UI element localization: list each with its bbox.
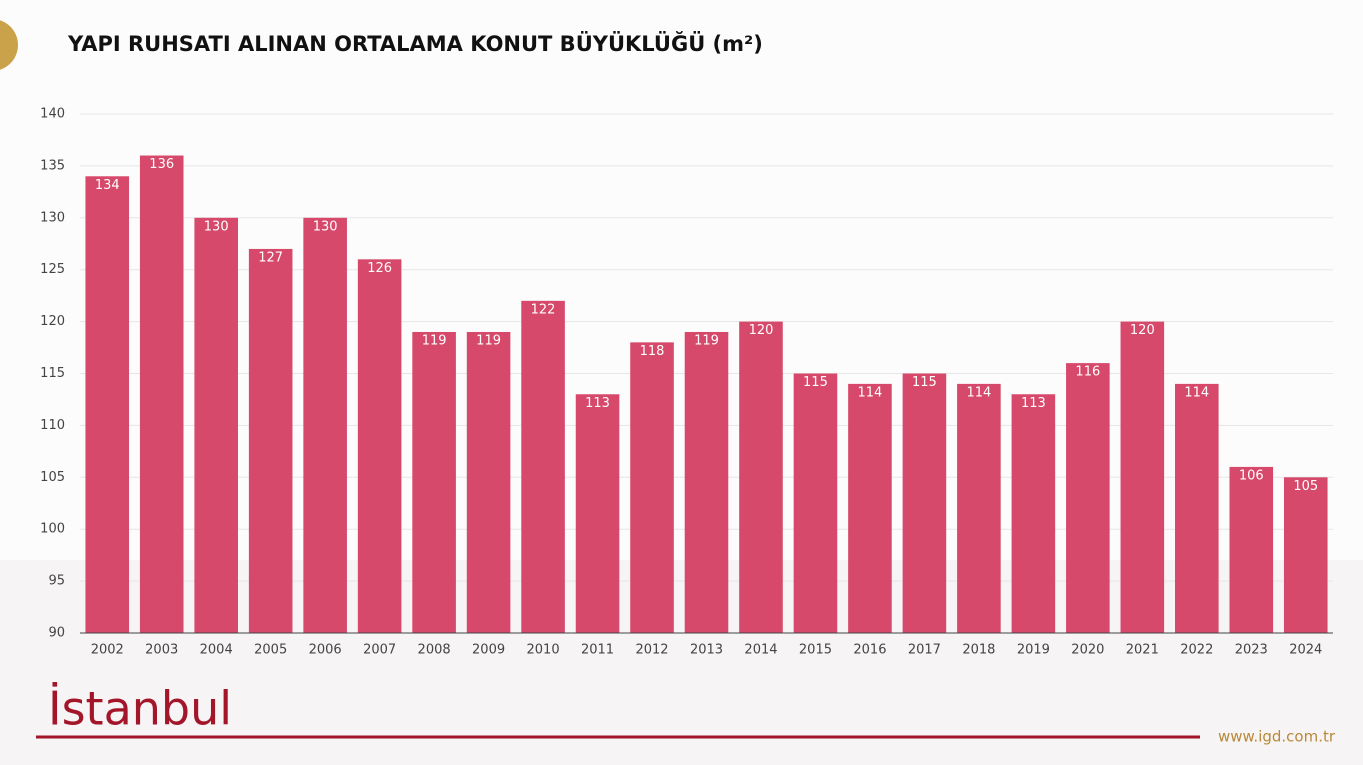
bar (1120, 321, 1165, 633)
y-tick-label: 120 (40, 314, 65, 329)
x-tick-label: 2005 (254, 643, 287, 658)
bar (85, 176, 130, 633)
bar (1066, 363, 1110, 633)
value-label: 136 (149, 157, 174, 172)
logo: İstanbul (48, 682, 232, 736)
value-label: 115 (803, 375, 828, 390)
value-label: 115 (912, 375, 937, 390)
bar (521, 300, 565, 633)
y-tick-label: 110 (40, 418, 65, 433)
x-tick-label: 2006 (309, 643, 342, 658)
y-tick-label: 105 (40, 470, 65, 485)
y-tick-label: 135 (40, 158, 65, 173)
bar (303, 217, 347, 634)
x-tick-label: 2021 (1126, 643, 1159, 658)
x-tick-label: 2018 (962, 643, 995, 658)
x-tick-label: 2010 (527, 643, 560, 658)
y-tick-label: 95 (48, 574, 65, 589)
x-tick-label: 2013 (690, 643, 723, 658)
x-tick-label: 2003 (145, 643, 178, 658)
x-tick-label: 2004 (200, 643, 233, 658)
bar (466, 331, 511, 633)
bar (630, 342, 674, 633)
value-label: 105 (1293, 479, 1318, 494)
value-label: 114 (966, 385, 991, 400)
bar (739, 321, 783, 633)
value-label: 114 (858, 385, 883, 400)
value-label: 118 (640, 344, 665, 359)
value-label: 120 (749, 323, 774, 338)
x-tick-label: 2019 (1017, 643, 1050, 658)
x-tick-label: 2017 (908, 643, 941, 658)
x-tick-label: 2024 (1289, 643, 1322, 658)
x-tick-label: 2023 (1235, 643, 1268, 658)
y-tick-label: 115 (40, 366, 65, 381)
x-tick-label: 2022 (1180, 643, 1213, 658)
corner-emblem (0, 20, 18, 70)
bar (139, 155, 184, 633)
bar (1283, 477, 1328, 633)
x-tick-label: 2011 (581, 643, 614, 658)
bar (248, 248, 293, 633)
value-label: 119 (694, 333, 719, 348)
x-tick-label: 2014 (744, 643, 777, 658)
x-tick-label: 2009 (472, 643, 505, 658)
value-label: 119 (422, 333, 447, 348)
y-tick-label: 125 (40, 262, 65, 277)
bar (793, 373, 838, 633)
value-label: 119 (476, 333, 501, 348)
chart-title: YAPI RUHSATI ALINAN ORTALAMA KONUT BÜYÜK… (67, 31, 763, 56)
value-label: 126 (367, 261, 392, 276)
x-tick-label: 2012 (635, 643, 668, 658)
x-tick-label: 2007 (363, 643, 396, 658)
y-tick-label: 130 (40, 210, 65, 225)
value-label: 114 (1184, 385, 1209, 400)
bar (357, 259, 402, 633)
x-tick-label: 2016 (853, 643, 886, 658)
bar (848, 383, 892, 633)
bar (684, 331, 729, 633)
bar (1175, 383, 1219, 633)
x-tick-label: 2020 (1071, 643, 1104, 658)
bar (1011, 394, 1056, 633)
bar (194, 217, 238, 634)
x-tick-label: 2015 (799, 643, 832, 658)
value-label: 120 (1130, 323, 1155, 338)
value-label: 116 (1075, 365, 1100, 380)
value-label: 106 (1239, 468, 1264, 483)
bar (1229, 466, 1274, 633)
bar (575, 394, 620, 633)
y-tick-label: 90 (48, 626, 65, 641)
value-label: 127 (258, 250, 283, 265)
x-tick-label: 2008 (418, 643, 451, 658)
value-label: 113 (1021, 396, 1046, 411)
value-label: 122 (531, 302, 556, 317)
value-label: 134 (95, 178, 120, 193)
value-label: 130 (204, 219, 229, 234)
x-tick-label: 2002 (91, 643, 124, 658)
value-label: 130 (313, 219, 338, 234)
bar (412, 331, 456, 633)
y-tick-label: 100 (40, 522, 65, 537)
value-label: 113 (585, 396, 610, 411)
bar (957, 383, 1001, 633)
website: www.igd.com.tr (1218, 728, 1336, 746)
bar (902, 373, 947, 633)
y-tick-label: 140 (40, 107, 65, 122)
